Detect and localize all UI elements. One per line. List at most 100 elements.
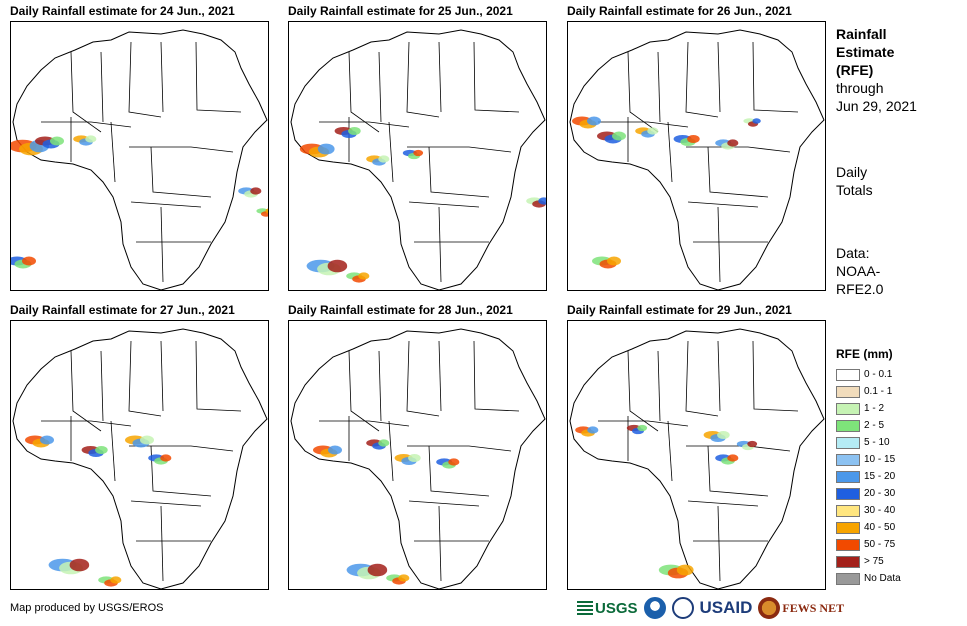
country-border: [160, 505, 164, 582]
country-border: [128, 340, 162, 417]
usaid-logo: USAID: [700, 598, 753, 618]
title-line: Estimate: [836, 44, 895, 60]
legend-item: 10 - 15: [836, 451, 901, 468]
country-border: [627, 51, 659, 133]
country-border: [70, 51, 102, 133]
rainfall-area: [260, 211, 268, 217]
rainfall-area: [747, 440, 758, 448]
country-border: [428, 445, 490, 497]
country-border: [160, 206, 164, 283]
legend-label: 1 - 2: [864, 403, 885, 414]
legend-label: 40 - 50: [864, 522, 896, 533]
legend-label: 2 - 5: [864, 420, 885, 431]
fews-text: FEWS NET: [782, 600, 845, 615]
country-border: [130, 500, 202, 507]
country-border: [717, 206, 721, 283]
legend-swatch: [836, 453, 860, 466]
rainfall-area: [140, 435, 154, 445]
country-border: [717, 505, 721, 582]
panel-title: Daily Rainfall estimate for 26 Jun., 202…: [567, 4, 792, 18]
rainfall-map: [288, 21, 547, 291]
country-border: [110, 420, 116, 482]
country-border: [195, 340, 242, 412]
legend-item: > 75: [836, 553, 901, 570]
legend-swatch: [836, 419, 860, 432]
coastline: [569, 29, 825, 290]
country-border: [707, 146, 769, 198]
rainfall-area: [538, 197, 546, 205]
legend-swatch: [836, 487, 860, 500]
rainfall-area: [110, 576, 122, 584]
map-panel-26jun: Daily Rainfall estimate for 26 Jun., 202…: [567, 4, 826, 291]
rainfall-map: [567, 21, 826, 291]
country-border: [70, 350, 102, 432]
rainfall-area: [317, 143, 335, 155]
country-border: [41, 420, 132, 427]
title-line: Rainfall: [836, 26, 887, 42]
through-date: Jun 29, 2021: [836, 98, 917, 114]
country-border: [667, 121, 673, 183]
legend-swatch: [836, 385, 860, 398]
legend-label: 0 - 0.1: [864, 369, 893, 380]
country-border: [438, 505, 442, 582]
country-border: [627, 350, 659, 432]
legend-item: 1 - 2: [836, 400, 901, 417]
country-border: [686, 146, 791, 153]
rainfall-area: [448, 458, 460, 466]
data-line: RFE2.0: [836, 281, 884, 297]
rainfall-area: [378, 155, 390, 163]
totals-label: Daily Totals: [836, 163, 873, 199]
map-panel-29jun: Daily Rainfall estimate for 29 Jun., 202…: [567, 303, 826, 590]
coastline: [12, 328, 268, 589]
country-border: [407, 146, 512, 153]
country-border: [438, 41, 442, 113]
legend-label: 30 - 40: [864, 505, 896, 516]
country-border: [438, 206, 442, 283]
country-border: [348, 51, 380, 133]
country-border: [598, 121, 689, 128]
rainfall-area: [327, 259, 348, 273]
rainfall-area: [413, 149, 424, 157]
coastline: [290, 29, 546, 290]
totals-line: Daily: [836, 164, 868, 180]
legend-swatch: [836, 368, 860, 381]
fews-globe-icon: [758, 597, 781, 619]
country-border: [348, 350, 380, 432]
country-border: [319, 420, 410, 427]
map-svg: [569, 328, 825, 589]
map-panel-25jun: Daily Rainfall estimate for 25 Jun., 202…: [288, 4, 547, 291]
country-border: [41, 121, 132, 128]
rainfall-map: [10, 320, 269, 590]
rainfall-area: [367, 563, 388, 577]
rainfall-area: [727, 454, 739, 462]
country-border: [160, 41, 164, 113]
country-border: [407, 445, 512, 452]
rainfall-area: [752, 118, 761, 124]
product-title: Rainfall Estimate (RFE) through Jun 29, …: [836, 25, 917, 115]
country-border: [388, 420, 394, 482]
country-border: [752, 340, 799, 412]
country-border: [685, 41, 719, 118]
country-border: [195, 41, 242, 113]
legend-item: 30 - 40: [836, 502, 901, 519]
legend-swatch: [836, 504, 860, 517]
country-border: [388, 121, 394, 183]
panel-title: Daily Rainfall estimate for 29 Jun., 202…: [567, 303, 792, 317]
legend-label: 50 - 75: [864, 539, 896, 550]
country-border: [406, 340, 440, 417]
rainfall-area: [95, 445, 108, 455]
country-border: [473, 41, 520, 113]
map-svg: [569, 29, 825, 290]
legend-swatch: [836, 572, 860, 585]
panel-title: Daily Rainfall estimate for 24 Jun., 202…: [10, 4, 235, 18]
country-border: [160, 340, 164, 412]
rainfall-area: [40, 435, 54, 445]
country-border: [707, 445, 769, 497]
country-border: [319, 121, 410, 128]
legend-label: 0.1 - 1: [864, 386, 893, 397]
country-border: [752, 41, 799, 113]
legend-label: 10 - 15: [864, 454, 896, 465]
country-border: [100, 51, 104, 123]
legend-item: No Data: [836, 570, 901, 587]
country-border: [129, 445, 234, 452]
